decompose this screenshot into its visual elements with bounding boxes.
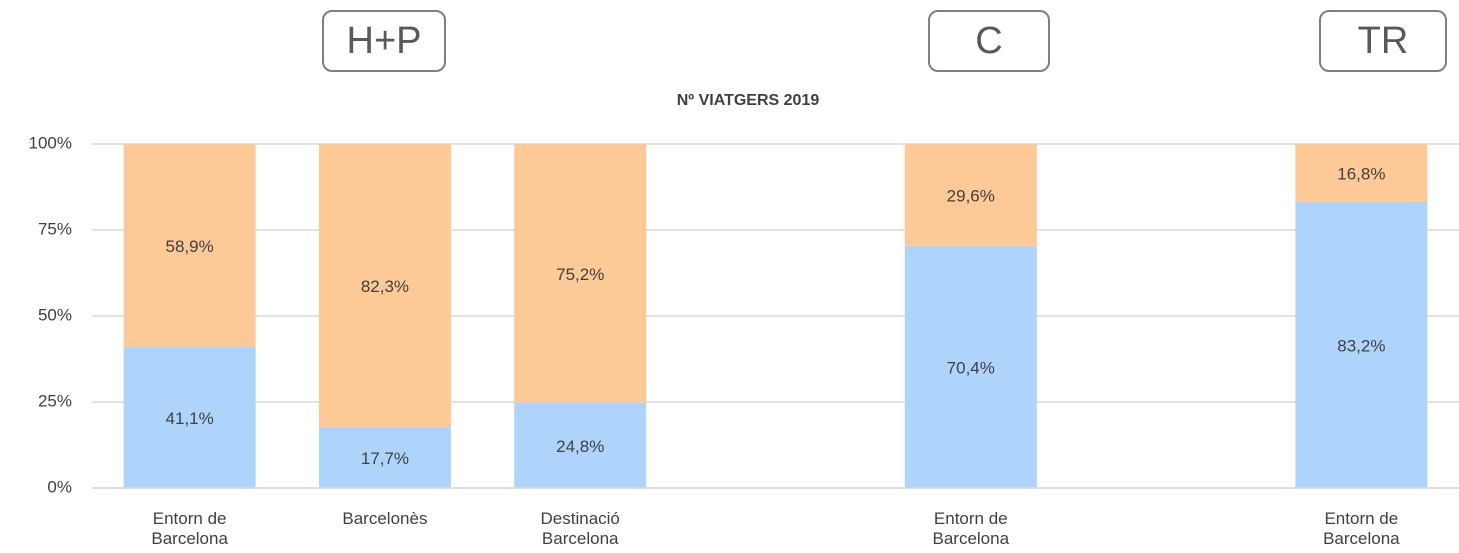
x-tick-label: Entorn de Barcelona	[151, 509, 228, 548]
data-label: 75,2%	[556, 265, 604, 284]
bar-segment	[514, 144, 647, 403]
data-label: 17,7%	[361, 449, 409, 468]
x-tick-label: Entorn de Barcelona	[1323, 509, 1400, 548]
bar-segment	[904, 144, 1037, 246]
y-tick-label: 0%	[47, 477, 72, 496]
bar-segment	[904, 245, 1037, 488]
data-label: 58,9%	[166, 237, 214, 256]
group-label: C	[928, 10, 1050, 72]
bar-segment	[318, 427, 451, 488]
group-label: H+P	[322, 10, 446, 72]
x-tick-label: Destinació Barcelona	[540, 509, 620, 548]
data-label: 83,2%	[1337, 336, 1385, 355]
bar-segment	[123, 144, 256, 347]
group-label: TR	[1319, 10, 1447, 72]
data-label: 70,4%	[947, 358, 995, 377]
y-tick-label: 25%	[38, 391, 72, 410]
x-tick-label: Entorn de Barcelona	[932, 509, 1010, 548]
chart-title: Nº VIATGERS 2019	[677, 92, 820, 109]
y-tick-label: 100%	[29, 133, 72, 152]
y-tick-label: 50%	[38, 305, 72, 324]
data-label: 16,8%	[1337, 164, 1385, 183]
bar-segment	[1295, 201, 1428, 489]
x-tick-label: Barcelonès	[342, 509, 428, 528]
data-label: 82,3%	[361, 277, 409, 296]
bar-segment	[514, 402, 647, 488]
y-tick-label: 75%	[38, 219, 72, 238]
bar-segment	[318, 144, 451, 428]
bar-segment	[123, 346, 256, 488]
data-label: 24,8%	[556, 437, 604, 456]
data-label: 29,6%	[947, 186, 995, 205]
data-label: 41,1%	[166, 409, 214, 428]
bar-segment	[1295, 144, 1428, 202]
